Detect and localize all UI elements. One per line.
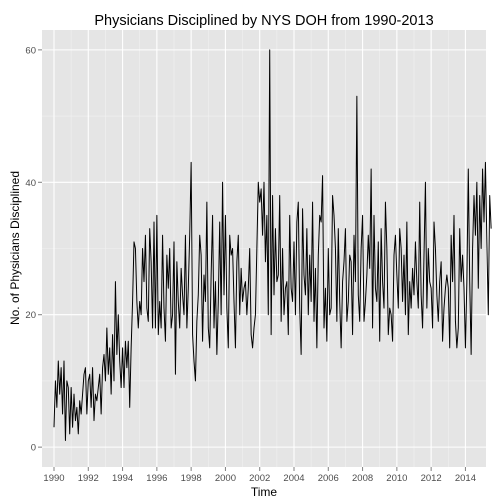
y-tick-label: 60: [25, 45, 36, 56]
x-tick-label: 1994: [112, 473, 133, 484]
x-tick-label: 2004: [283, 473, 304, 484]
x-tick-label: 2006: [318, 473, 339, 484]
x-axis-title: Time: [251, 485, 278, 499]
y-tick-label: 20: [25, 310, 36, 321]
series-layer: [53, 49, 492, 442]
chart-title: Physicians Disciplined by NYS DOH from 1…: [94, 13, 433, 29]
x-tick-label: 1992: [78, 473, 99, 484]
x-axis-ticks: 1990 1992 1994 1996 1998 2000 2002 2004 2006 2008…: [43, 467, 476, 484]
x-tick-label: 2010: [386, 473, 407, 484]
y-axis-title: No. of Physicians Disciplined: [8, 171, 22, 325]
y-axis-ticks: 0 20 40 60: [25, 45, 42, 454]
x-tick-label: 2012: [421, 473, 442, 484]
x-tick-label: 1990: [43, 473, 64, 484]
x-tick-label: 2008: [352, 473, 373, 484]
x-tick-label: 1998: [181, 473, 202, 484]
x-tick-label: 2000: [215, 473, 236, 484]
y-tick-label: 0: [31, 443, 36, 454]
y-tick-label: 40: [25, 178, 36, 189]
x-tick-label: 2014: [455, 473, 476, 484]
series-line: [53, 49, 492, 442]
x-tick-label: 1996: [146, 473, 167, 484]
x-tick-label: 2002: [249, 473, 270, 484]
